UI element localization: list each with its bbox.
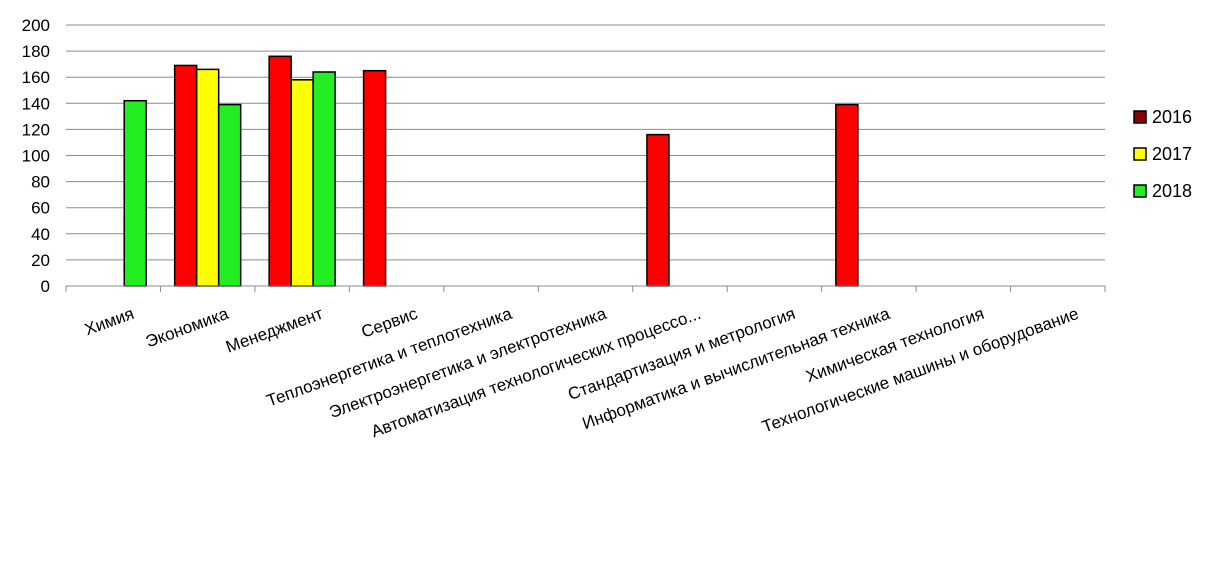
bar-2016-2 [268, 55, 292, 287]
bar-2018-0 [123, 99, 147, 287]
y-tick-label: 80 [31, 173, 50, 192]
y-tick-label: 200 [22, 16, 50, 35]
x-tick-label: Химия [82, 304, 137, 339]
bars [123, 55, 859, 287]
x-tick-label: Сервис [359, 304, 421, 342]
bar-2018-1 [217, 103, 242, 287]
y-axis-ticks: 0 20 40 60 80 100 120 140 160 180 200 [22, 16, 50, 296]
legend: 2016 2017 2018 [1133, 107, 1192, 201]
legend-label-2018: 2018 [1152, 181, 1192, 201]
legend-swatch-2018 [1133, 184, 1147, 198]
y-tick-label: 60 [31, 199, 50, 218]
bar-2016-6 [646, 133, 670, 287]
x-tick-label: Менеджмент [223, 304, 325, 357]
y-tick-label: 40 [31, 225, 50, 244]
y-tick-label: 120 [22, 120, 50, 139]
bar-2017-2 [290, 79, 314, 287]
y-tick-label: 20 [31, 251, 50, 270]
bar-2016-8 [835, 103, 859, 287]
bar-2016-3 [362, 69, 387, 287]
legend-swatch-2017 [1133, 147, 1147, 161]
bar-2016-1 [173, 64, 198, 287]
y-tick-label: 160 [22, 68, 50, 87]
y-tick-label: 0 [41, 277, 50, 296]
legend-label-2017: 2017 [1152, 144, 1192, 164]
legend-swatch-2016 [1133, 110, 1147, 124]
x-axis [65, 285, 1106, 292]
y-tick-label: 100 [22, 147, 50, 166]
y-tick-label: 180 [22, 42, 50, 61]
bar-2017-1 [195, 68, 220, 287]
bar-2018-2 [312, 71, 336, 287]
legend-label-2016: 2016 [1152, 107, 1192, 127]
x-tick-label: Экономика [143, 304, 231, 352]
y-tick-label: 140 [22, 94, 50, 113]
